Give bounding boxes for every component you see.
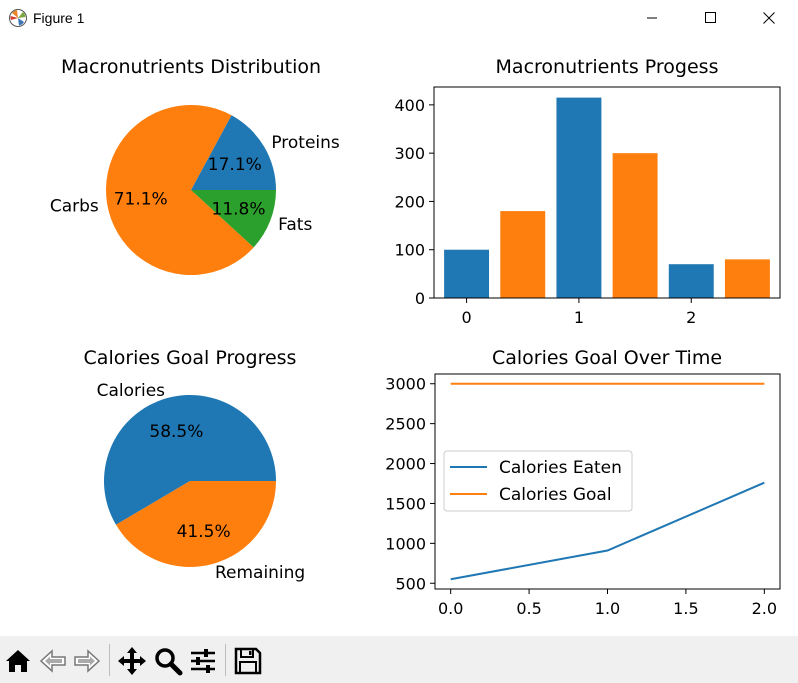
close-button[interactable] [740,0,798,36]
minimize-icon [647,17,657,19]
navigation-toolbar [0,636,798,683]
legend-box [443,450,633,512]
y-tick-label: 200 [394,192,425,211]
bar [500,211,546,298]
pie-percent-label: 41.5% [177,522,231,542]
maximize-button[interactable] [681,0,739,36]
window-title: Figure 1 [33,10,85,26]
back-button[interactable] [38,646,68,676]
x-tick-label: 1.5 [673,599,698,618]
bar [724,259,770,298]
legend-label: Calories Eaten [499,458,622,478]
y-tick-label: 1000 [385,534,426,553]
configure-subplots-icon [191,649,215,673]
macronutrients-pie-chart: Macronutrients Distribution Proteins 17.1… [50,56,340,276]
save-button[interactable] [233,646,263,676]
x-tick-label: 1.0 [595,599,620,618]
y-tick-label: 400 [394,96,425,115]
toolbar-separator [225,644,226,676]
pie-percent-label: 17.1% [208,155,262,175]
pie-label: Remaining [215,563,305,583]
pie-slice-proteins [191,115,276,190]
chart-title: Macronutrients Distribution [61,56,321,78]
x-tick-label: 1 [574,308,584,327]
chart-title: Calories Goal Progress [84,347,297,369]
toolbar-separator [109,644,110,676]
pie-label: Calories [97,381,166,401]
title-bar: Figure 1 [0,0,798,36]
forward-button[interactable] [72,646,102,676]
x-tick-label: 2 [686,308,696,327]
x-tick-label: 0.0 [438,599,463,618]
minimize-button[interactable] [623,0,681,36]
y-tick-label: 100 [394,241,425,260]
pie-percent-label: 71.1% [114,189,168,209]
zoom-button[interactable] [153,646,183,676]
bar [444,249,490,298]
back-arrow-icon [39,649,66,673]
pie-slice-calories [104,394,277,525]
x-tick-label: 2.0 [752,599,777,618]
close-icon [763,12,775,24]
save-icon [234,647,262,675]
zoom-icon [155,648,183,676]
pie-percent-label: 58.5% [149,422,203,442]
pan-icon [118,647,146,675]
configure-subplots-button[interactable] [188,646,218,676]
y-tick-label: 300 [394,144,425,163]
calories-line-chart: Calories Goal Over Time 500 1000 1500 2000 2… [385,347,781,618]
legend-label: Calories Goal [499,485,612,505]
maximize-icon [705,12,716,23]
series-line-calories-eaten [450,481,765,581]
y-tick-label: 1500 [385,494,426,513]
bar [668,264,714,298]
pie-label: Proteins [271,133,340,153]
pie-label: Carbs [50,196,99,216]
home-button[interactable] [3,646,33,676]
pie-label: Fats [278,215,312,235]
axes-frame [433,86,781,299]
legend: Calories Eaten Calories Goal [443,450,633,512]
y-tick-label: 2500 [385,415,426,434]
y-tick-label: 3000 [385,375,426,394]
home-icon [6,650,30,672]
x-tick-label: 0.5 [516,599,541,618]
bar [556,97,602,299]
forward-arrow-icon [74,649,101,673]
macronutrients-bar-chart: Macronutrients Progess 0 100 200 300 400 0 1 2 [394,56,781,327]
calories-pie-chart: Calories Goal Progress Calories 58.5% Rema… [84,347,306,583]
pie-slice-fats [191,190,276,248]
y-tick-label: 500 [395,574,426,593]
matplotlib-figure-icon [9,9,27,27]
pie-percent-label: 11.8% [212,199,266,219]
bar [612,153,658,298]
pie-slice-remaining [115,481,276,567]
y-tick-label: 0 [415,289,425,308]
chart-title: Calories Goal Over Time [492,347,722,369]
pan-button[interactable] [117,646,147,676]
x-tick-label: 0 [461,308,471,327]
figure-canvas: Macronutrients Distribution Proteins 17.1… [50,56,781,618]
pie-slice-carbs [105,105,254,276]
y-tick-label: 2000 [385,455,426,474]
chart-title: Macronutrients Progess [496,56,719,78]
